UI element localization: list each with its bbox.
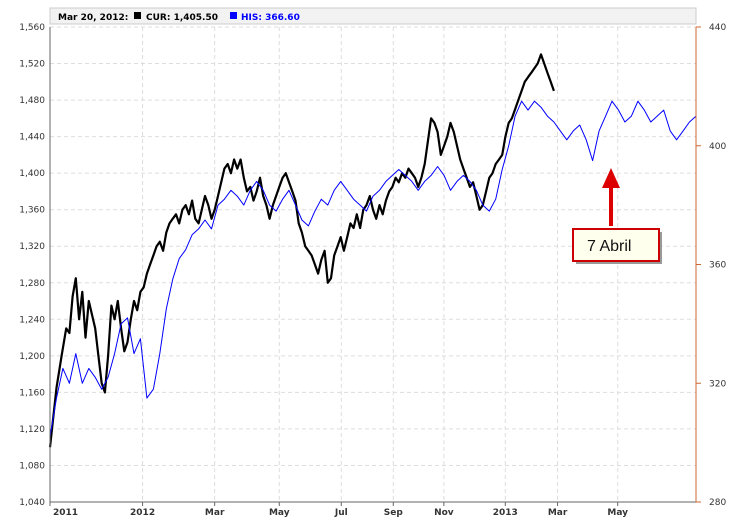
annotation: 7 Abril: [572, 168, 662, 264]
right-tick-label: 400: [709, 142, 726, 152]
x-tick-label: May: [607, 508, 628, 518]
annotation-arrow-head: [602, 168, 620, 188]
annotation-label: 7 Abril: [587, 238, 631, 255]
axes: 1,560 1,520 1,480 1,440 1,400 1,360 1,320 1,280…: [19, 23, 726, 518]
series-line-cur: [48, 53, 555, 448]
x-tick-label: Sep: [384, 508, 404, 518]
legend-cur-swatch: [134, 12, 141, 19]
left-tick-label: 1,280: [19, 279, 45, 289]
legend-date: Mar 20, 2012:: [58, 13, 128, 23]
right-tick-label: 280: [709, 498, 726, 508]
left-tick-label: 1,560: [19, 23, 45, 33]
annotation-box: [572, 228, 660, 262]
legend: Mar 20, 2012: CUR: 1,405.50 HIS: 366.60: [49, 7, 697, 25]
left-tick-label: 1,120: [19, 425, 45, 435]
left-tick-label: 1,040: [19, 498, 45, 508]
left-tick-label: 1,520: [19, 60, 45, 70]
legend-cur-label: CUR: 1,405.50: [146, 13, 218, 23]
left-tick-label: 1,360: [19, 206, 45, 216]
left-tick-label: 1,400: [19, 169, 45, 179]
left-tick-label: 1,080: [19, 461, 45, 471]
left-tick-label: 1,440: [19, 133, 45, 143]
legend-box: [49, 7, 697, 25]
series-layer: [48, 53, 697, 448]
legend-his-swatch: [230, 12, 237, 19]
right-tick-label: 320: [709, 379, 726, 389]
left-tick-label: 1,320: [19, 242, 45, 252]
left-tick-label: 1,240: [19, 315, 45, 325]
series-line-his: [49, 100, 697, 437]
x-tick-label: 2012: [130, 508, 155, 518]
x-tick-label: Nov: [434, 508, 454, 518]
x-tick-label: 2011: [53, 508, 78, 518]
left-tick-label: 1,480: [19, 96, 45, 106]
left-tick-label: 1,200: [19, 352, 45, 362]
legend-his-label: HIS: 366.60: [241, 13, 300, 23]
x-tick-label: Jul: [334, 508, 348, 518]
x-tick-label: Mar: [205, 508, 225, 518]
left-tick-label: 1,160: [19, 388, 45, 398]
x-tick-label: May: [269, 508, 290, 518]
right-tick-label: 440: [709, 23, 726, 33]
right-tick-label: 360: [709, 261, 726, 271]
x-tick-label: 2013: [493, 508, 518, 518]
x-tick-label: Mar: [548, 508, 568, 518]
